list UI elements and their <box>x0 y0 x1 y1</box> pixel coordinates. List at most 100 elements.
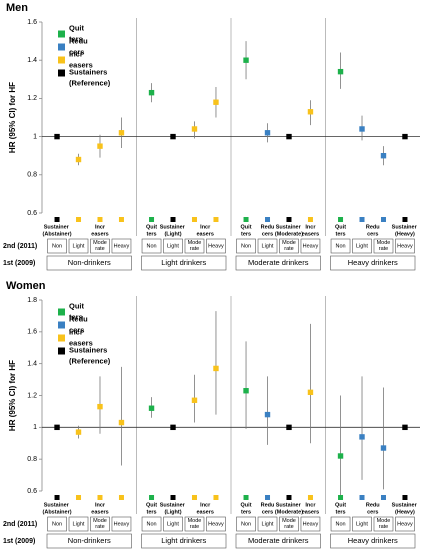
panel-title: Women <box>6 280 46 292</box>
level-cell <box>373 516 394 532</box>
category-marker <box>54 217 60 222</box>
category-marker <box>54 495 60 500</box>
legend-label: Quit ters <box>69 301 84 321</box>
legend-label: Incr easers <box>69 49 93 69</box>
level-label: Mode rate <box>188 518 202 530</box>
category-marker <box>359 495 365 500</box>
y-tick-label: 1.8 <box>27 297 37 304</box>
level-cell <box>184 516 205 532</box>
row-label: 2nd (2011) <box>3 521 37 528</box>
category-marker <box>307 217 313 222</box>
level-label: Heavy <box>208 243 224 249</box>
level-cell <box>68 516 89 532</box>
legend-swatch <box>58 334 65 342</box>
point <box>359 126 365 132</box>
point <box>54 133 60 140</box>
level-cell <box>47 238 67 254</box>
level-label: Non <box>241 521 251 527</box>
y-tick-label: 0.8 <box>27 172 37 179</box>
point <box>191 397 198 403</box>
point <box>148 89 155 96</box>
category-marker <box>170 495 176 500</box>
level-cell <box>141 238 162 254</box>
category-label: Sustainer (Heavy) <box>392 503 419 516</box>
category-marker <box>243 217 249 222</box>
point <box>97 143 103 149</box>
point <box>337 68 344 75</box>
level-label: Non <box>52 521 62 527</box>
level-label: Non <box>52 243 62 249</box>
level-cell <box>163 238 183 254</box>
legend-label: Incr easers <box>69 327 93 347</box>
category-marker <box>76 217 82 222</box>
level-label: Non <box>335 243 345 249</box>
group-cell <box>141 533 227 549</box>
legend-label: Sustainers (Reference) <box>69 67 111 87</box>
category-marker <box>265 217 271 222</box>
category-marker <box>307 495 313 500</box>
legend-swatch <box>58 347 65 355</box>
point <box>402 133 408 140</box>
point <box>118 419 125 426</box>
category-label: Quit ters <box>146 225 157 238</box>
category-marker <box>243 495 249 500</box>
level-label: Heavy <box>114 521 130 527</box>
point <box>75 156 82 163</box>
category-label: Incr easers <box>91 225 108 238</box>
category-marker <box>97 495 103 500</box>
level-cell <box>395 238 415 254</box>
level-cell <box>68 238 89 254</box>
level-label: Light <box>262 521 274 527</box>
level-label: Non <box>335 521 345 527</box>
level-cell <box>279 238 299 254</box>
category-label: Sustainer (Light) <box>160 503 187 516</box>
point <box>402 424 408 431</box>
level-label: Non <box>241 243 251 249</box>
point <box>307 389 314 396</box>
category-marker <box>149 495 155 500</box>
category-marker <box>118 217 124 222</box>
level-label: Light <box>167 243 179 249</box>
category-marker <box>286 495 292 500</box>
point <box>380 153 387 159</box>
category-label: Incr easers <box>302 503 319 516</box>
y-tick-label: 1.2 <box>27 392 37 399</box>
category-label: Redu cers <box>366 503 380 516</box>
level-cell <box>257 238 278 254</box>
category-label: Sustainer (Moderate) <box>275 503 303 516</box>
row-label: 1st (2009) <box>3 260 35 267</box>
category-marker <box>380 217 386 222</box>
category-marker <box>402 495 408 500</box>
group-cell <box>235 533 321 549</box>
row-label: 2nd (2011) <box>3 243 37 250</box>
category-marker <box>338 495 344 500</box>
y-tick-label: 1.4 <box>27 361 37 368</box>
level-cell <box>300 516 321 532</box>
point <box>243 57 249 63</box>
level-cell <box>257 516 278 532</box>
category-label: Incr easers <box>302 225 319 238</box>
category-marker <box>213 495 219 500</box>
level-cell <box>395 516 415 532</box>
category-label: Incr easers <box>197 503 214 516</box>
point <box>264 411 271 418</box>
level-label: Mode rate <box>188 240 202 252</box>
y-tick-label: 1.6 <box>27 329 37 336</box>
category-label: Incr easers <box>197 225 214 238</box>
group-label: Moderate drinkers <box>248 258 309 267</box>
level-cell <box>373 238 394 254</box>
y-tick-label: 0.6 <box>27 210 37 217</box>
level-label: Light <box>73 521 85 527</box>
category-marker <box>265 495 271 500</box>
category-label: Quit ters <box>335 225 346 238</box>
group-cell <box>235 255 321 271</box>
group-label: Non-drinkers <box>68 536 111 545</box>
legend-swatch <box>58 321 65 329</box>
level-label: Light <box>73 243 85 249</box>
category-marker <box>213 217 219 222</box>
point <box>264 130 271 136</box>
point <box>243 388 249 394</box>
level-label: Light <box>167 521 179 527</box>
y-axis-label: HR (95% CI) for HF <box>8 82 17 153</box>
